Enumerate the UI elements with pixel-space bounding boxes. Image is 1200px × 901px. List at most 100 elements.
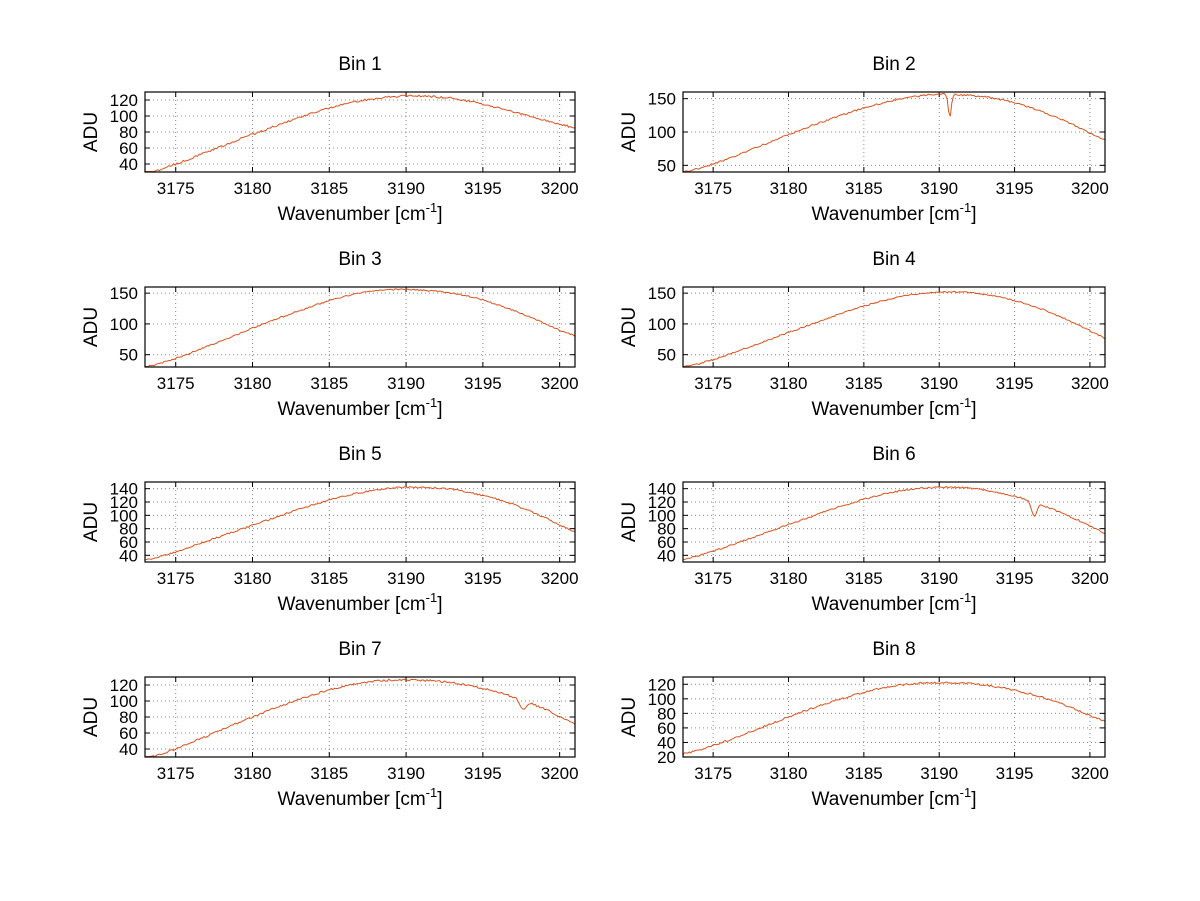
y-tick-label: 100	[648, 690, 676, 709]
y-tick-label: 140	[110, 480, 138, 499]
y-axis-label: ADU	[81, 502, 102, 542]
subplot-cell-2: Bin 2 3175 3180 3185 3190 3195 3200 50 100 150 Wav…	[600, 40, 1200, 235]
subplot-bin-7: Bin 7 3175 3180 3185 3190 3195 3200 40608010012…	[81, 639, 579, 810]
x-tick-label: 3185	[845, 569, 883, 588]
x-tick-label: 3185	[310, 569, 348, 588]
x-tick-label: 3200	[1071, 179, 1109, 198]
subplot-cell-6: Bin 6 3175 3180 3185 3190 3195 3200 40 60 80 100 12…	[600, 430, 1200, 625]
x-tick-label: 3175	[694, 374, 732, 393]
x-tick-label: 3195	[996, 764, 1034, 783]
axes-frame	[144, 676, 576, 758]
y-axis-label: ADU	[619, 112, 640, 152]
y-tick-label: 100	[648, 315, 676, 334]
x-tick-label: 3180	[234, 569, 272, 588]
y-tick-label: 40	[119, 546, 138, 565]
y-tick-label: 80	[119, 520, 138, 539]
x-tick-label: 3200	[541, 569, 579, 588]
subplot-title: Bin 2	[872, 54, 915, 75]
x-tick-label: 3195	[996, 374, 1034, 393]
y-tick-label: 120	[648, 675, 676, 694]
y-tick-label: 80	[119, 123, 138, 142]
y-axis-label: ADU	[81, 307, 102, 347]
subplot-cell-5: Bin 5 3175 3180 3185 3190 3195 3200 40 60 80 100 12…	[0, 430, 600, 625]
x-tick-label: 3185	[310, 179, 348, 198]
y-tick-label: 140	[648, 480, 676, 499]
data-line	[682, 485, 1106, 561]
x-tick-label: 3200	[1071, 764, 1109, 783]
axes-frame	[682, 91, 1106, 173]
y-tick-label: 150	[648, 284, 676, 303]
y-tick-label: 60	[119, 139, 138, 158]
y-tick-label: 60	[657, 533, 676, 552]
x-tick-label: 3195	[464, 179, 502, 198]
subplot-cell-7: Bin 7 3175 3180 3185 3190 3195 3200 40 60 80 100 12…	[0, 625, 600, 820]
x-tick-label: 3200	[1071, 374, 1109, 393]
x-tick-label: 3190	[920, 569, 958, 588]
x-tick-label: 3190	[920, 764, 958, 783]
y-tick-label: 60	[119, 724, 138, 743]
x-tick-label: 3185	[310, 764, 348, 783]
data-line	[683, 290, 1106, 367]
x-tick-label: 3190	[387, 764, 425, 783]
x-axis-label: Wavenumber [cm-1]	[277, 200, 442, 225]
subplot-cell-4: Bin 4 3175 3180 3185 3190 3195 3200 50 100 150 Wav…	[600, 235, 1200, 430]
x-tick-label: 3175	[157, 374, 195, 393]
x-axis-label: Wavenumber [cm-1]	[277, 785, 442, 810]
y-tick-label: 40	[657, 546, 676, 565]
x-tick-label: 3180	[234, 374, 272, 393]
axes-frame	[144, 481, 576, 563]
subplot-cell-1: Bin 1 3175 3180 3185 3190 3195 3200 40 60 80 100 12…	[0, 40, 600, 235]
subplot-bin-6: Bin 6 3175 3180 3185 3190 3195 3200 40608010012…	[619, 444, 1109, 615]
x-axis-label: Wavenumber [cm-1]	[811, 590, 976, 615]
x-tick-label: 3175	[157, 569, 195, 588]
x-tick-label: 3195	[464, 764, 502, 783]
data-line	[683, 92, 1106, 172]
subplot-title: Bin 3	[338, 249, 381, 270]
data-line	[144, 486, 576, 561]
subplot-title: Bin 6	[872, 444, 915, 465]
x-tick-label: 3195	[996, 179, 1034, 198]
x-tick-label: 3185	[845, 374, 883, 393]
x-tick-label: 3185	[845, 764, 883, 783]
y-tick-label: 150	[110, 284, 138, 303]
subplot-bin-8: Bin 8 3175 3180 3185 3190 3195 3200 20406080100…	[619, 639, 1109, 810]
x-tick-label: 3195	[464, 374, 502, 393]
x-tick-label: 3200	[541, 179, 579, 198]
x-tick-label: 3175	[694, 569, 732, 588]
axes-frame	[144, 91, 576, 173]
x-tick-label: 3180	[770, 764, 808, 783]
y-tick-label: 40	[119, 740, 138, 759]
x-tick-label: 3175	[694, 764, 732, 783]
subplot-bin-3: Bin 3 3175 3180 3185 3190 3195 3200 50 100 150 Wav…	[81, 249, 579, 420]
y-axis-label: ADU	[619, 502, 640, 542]
x-tick-label: 3180	[770, 569, 808, 588]
y-tick-label: 40	[119, 155, 138, 174]
axes-frame	[682, 481, 1106, 563]
y-tick-label: 150	[648, 90, 676, 109]
x-tick-label: 3190	[387, 374, 425, 393]
x-tick-label: 3175	[694, 179, 732, 198]
subplot-bin-4: Bin 4 3175 3180 3185 3190 3195 3200 50 100 150 Wav…	[619, 249, 1109, 420]
y-tick-label: 100	[110, 315, 138, 334]
x-axis-label: Wavenumber [cm-1]	[277, 590, 442, 615]
subplot-bin-5: Bin 5 3175 3180 3185 3190 3195 3200 40608010012…	[81, 444, 579, 615]
data-line	[145, 94, 576, 172]
x-tick-label: 3195	[996, 569, 1034, 588]
y-tick-label: 100	[648, 123, 676, 142]
x-axis-label: Wavenumber [cm-1]	[277, 395, 442, 420]
y-tick-label: 120	[110, 91, 138, 110]
y-tick-label: 100	[110, 506, 138, 525]
y-tick-label: 80	[657, 520, 676, 539]
x-tick-label: 3180	[770, 179, 808, 198]
y-axis-label: ADU	[81, 697, 102, 737]
y-tick-label: 20	[657, 748, 676, 767]
x-tick-label: 3190	[920, 179, 958, 198]
subplot-title: Bin 5	[338, 444, 381, 465]
subplot-title: Bin 7	[338, 639, 381, 660]
data-line	[145, 678, 576, 758]
x-axis-label: Wavenumber [cm-1]	[811, 785, 976, 810]
y-tick-label: 100	[110, 107, 138, 126]
y-tick-label: 80	[119, 708, 138, 727]
subplot-bin-1: Bin 1 3175 3180 3185 3190 3195 3200 40608010012…	[81, 54, 579, 225]
y-axis-label: ADU	[619, 697, 640, 737]
